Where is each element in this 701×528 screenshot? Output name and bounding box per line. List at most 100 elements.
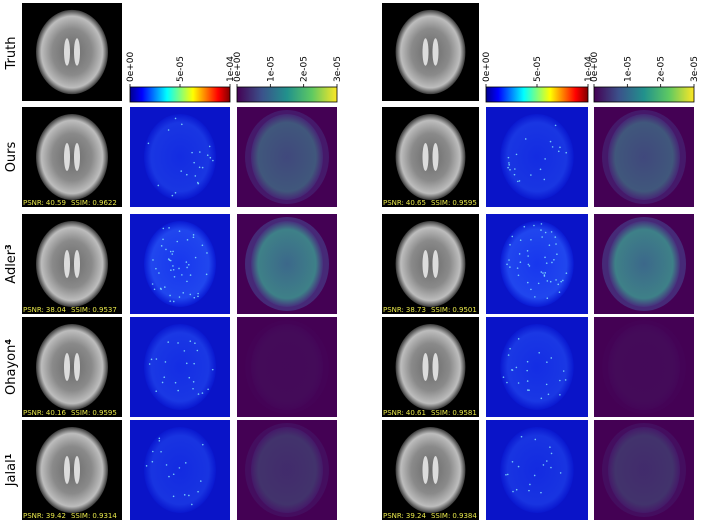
- error-speckle: [542, 464, 545, 466]
- error-speckle: [528, 489, 530, 492]
- error-speckle: [515, 488, 518, 491]
- colorbar-tick-label: 0e+00: [482, 51, 492, 82]
- row-label: Ours: [4, 141, 19, 172]
- brain: [395, 324, 466, 410]
- ventricle: [64, 143, 70, 171]
- ssim-label: SSIM:: [71, 306, 90, 314]
- error-speckle: [506, 263, 508, 266]
- error-speckle: [161, 381, 164, 384]
- ventricle: [74, 143, 80, 171]
- colorbar-tick-label: 5e-05: [176, 56, 186, 82]
- colorbar-tick-label: 5e-05: [533, 56, 543, 82]
- ventricle: [64, 38, 70, 66]
- error-speckle: [537, 282, 540, 285]
- ventricle: [432, 143, 439, 171]
- error-speckle: [549, 280, 552, 283]
- error-speckle: [527, 255, 529, 257]
- error-speckle: [526, 281, 529, 284]
- brain: [395, 9, 466, 95]
- error-speckle: [158, 437, 161, 440]
- psnr-label: PSNR:: [23, 409, 44, 417]
- error-speckle: [206, 252, 208, 254]
- error-speckle: [508, 162, 510, 164]
- error-speckle: [178, 267, 180, 270]
- error-speckle: [518, 253, 521, 255]
- error-speckle: [158, 439, 161, 442]
- error-speckle: [189, 340, 192, 343]
- colorbar-tick-label: 1e-04: [584, 56, 594, 82]
- std-region: [251, 114, 323, 200]
- error-speckle: [201, 244, 204, 247]
- metrics-caption: PSNR: 40.59 SSIM: 0.9622: [23, 199, 117, 207]
- error-speckle: [511, 235, 514, 238]
- error-speckle: [559, 393, 561, 396]
- error-speckle: [160, 245, 163, 247]
- error-speckle: [189, 293, 192, 296]
- error-speckle: [168, 475, 170, 478]
- error-speckle: [553, 258, 555, 261]
- error-speckle: [527, 389, 529, 391]
- metrics-caption: PSNR: 39.42 SSIM: 0.9314: [23, 512, 117, 520]
- colorbar: [485, 86, 589, 103]
- error-speckle: [158, 272, 160, 274]
- ventricle: [432, 250, 439, 278]
- std-region: [608, 221, 680, 307]
- error-speckle: [199, 480, 202, 482]
- brain: [395, 221, 466, 307]
- error-speckle: [543, 178, 546, 181]
- error-speckle: [516, 267, 519, 269]
- ssim-label: SSIM:: [71, 199, 90, 207]
- std-region: [251, 221, 323, 307]
- ssim-value: 0.9622: [92, 199, 117, 207]
- colorbar-tick-label: 0e+00: [590, 51, 600, 82]
- brain: [36, 9, 108, 95]
- error-speckle: [507, 354, 510, 356]
- error-speckle: [513, 173, 516, 176]
- error-speckle: [526, 360, 529, 363]
- std-region: [251, 427, 323, 513]
- error-speckle: [186, 173, 188, 176]
- error-speckle: [194, 256, 197, 259]
- error-speckle: [517, 180, 519, 183]
- error-speckle: [167, 129, 170, 131]
- error-speckle: [526, 369, 528, 372]
- ssim-label: SSIM:: [431, 306, 450, 314]
- error-speckle: [174, 381, 177, 384]
- error-speckle: [169, 300, 172, 302]
- error-speckle: [546, 297, 549, 299]
- error-region: [144, 324, 216, 410]
- colorbar-tick-label: 1e-05: [266, 56, 276, 82]
- error-speckle: [189, 274, 192, 276]
- psnr-label: PSNR:: [383, 199, 404, 207]
- error-speckle: [512, 490, 514, 493]
- row-label-name: Ohayon: [4, 345, 19, 395]
- error-speckle: [559, 472, 562, 474]
- psnr-label: PSNR:: [383, 306, 404, 314]
- error-speckle: [208, 145, 211, 148]
- error-speckle: [528, 265, 531, 267]
- error-speckle: [511, 460, 514, 463]
- error-speckle: [169, 259, 172, 262]
- error-speckle: [192, 387, 194, 390]
- error-speckle: [177, 389, 179, 392]
- error-speckle: [172, 300, 175, 303]
- metrics-caption: PSNR: 40.65 SSIM: 0.9595: [383, 199, 477, 207]
- error-speckle: [180, 170, 183, 172]
- error-speckle: [530, 288, 532, 291]
- ssim-label: SSIM:: [71, 409, 90, 417]
- error-speckle: [530, 238, 532, 241]
- error-speckle: [539, 168, 542, 171]
- row-label-ref: 4: [4, 339, 13, 345]
- error-speckle: [509, 243, 511, 246]
- ventricle: [74, 353, 80, 381]
- error-speckle: [544, 256, 546, 259]
- row-label-name: Jalal: [4, 459, 19, 487]
- error-speckle: [188, 376, 191, 379]
- error-speckle: [550, 452, 553, 455]
- row-label-name: Adler: [4, 249, 19, 284]
- error-speckle: [170, 269, 172, 271]
- error-speckle: [540, 223, 543, 225]
- ventricle: [64, 456, 70, 484]
- error-speckle: [199, 151, 201, 153]
- error-speckle: [164, 286, 166, 288]
